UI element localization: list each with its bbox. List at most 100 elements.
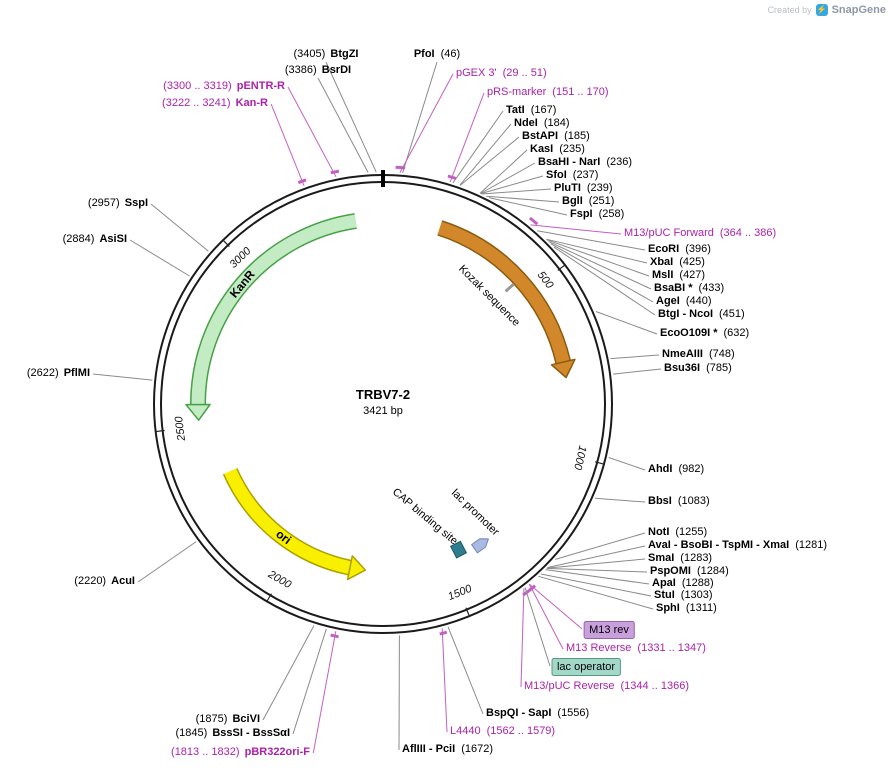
pgex-3-primer-site[interactable] [395, 165, 406, 170]
lac-operator-badge-label[interactable]: lac operator [557, 661, 615, 673]
bspqi-sapi-label[interactable]: BspQI - SapI (1556) [486, 707, 589, 719]
xbai-name: XbaI [650, 256, 673, 268]
btgzi-label[interactable]: (3405) BtgZI [294, 48, 359, 60]
lac-promoter-label[interactable]: lac promoter [449, 487, 502, 538]
ori-arrow-body[interactable] [224, 468, 352, 575]
nmeaiii-label[interactable]: NmeAIII (748) [662, 348, 735, 360]
m13-reverse-label[interactable]: M13 Reverse (1331 .. 1347) [566, 642, 706, 654]
bgli-label[interactable]: BglI (251) [562, 195, 614, 207]
tati-label[interactable]: TatI (167) [506, 104, 556, 116]
kanr-arrow-body[interactable] [191, 214, 357, 405]
msli-label[interactable]: MslI (427) [652, 269, 705, 281]
avai-bsobi-tspmi-xmai-label[interactable]: AvaI - BsoBI - TspMI - XmaI (1281) [648, 539, 827, 551]
bcivi-position: (1875) [196, 713, 231, 725]
kanr-arrowhead[interactable] [185, 403, 211, 421]
bsahi-nari-label[interactable]: BsaHI - NarI (236) [538, 156, 632, 168]
kozak-sequence-glyph[interactable] [504, 282, 515, 293]
trbv7-2-insert-arrow-outline [437, 220, 571, 364]
apai-label[interactable]: ApaI (1288) [652, 577, 714, 589]
pgex-3-label[interactable]: pGEX 3' (29 .. 51) [456, 67, 547, 79]
labels-layer: (3405) BtgZI (3386) BsrDI PfoI (46) pGEX 3' (… [27, 48, 827, 758]
lac-promoter-glyph[interactable] [471, 538, 489, 554]
kasi-position: (235) [559, 143, 585, 155]
pluti-label[interactable]: PluTI (239) [554, 182, 613, 194]
pspomi-name: PspOMI [650, 565, 691, 577]
tick-mark-1000 [595, 461, 606, 466]
ecoo109i-position: (632) [723, 327, 749, 339]
watermark-brand: SnapGene [831, 4, 886, 16]
pspomi-label[interactable]: PspOMI (1284) [650, 565, 729, 577]
sphi-label[interactable]: SphI (1311) [656, 602, 717, 614]
l4440-primer-site[interactable] [439, 630, 448, 636]
afliii-pcii-label[interactable]: AflIII - PciI (1672) [402, 743, 493, 755]
kan-r-label[interactable]: (3222 .. 3241) Kan-R [162, 97, 268, 109]
ndei-label[interactable]: NdeI (184) [514, 117, 570, 129]
m13-rev-badge-label[interactable]: M13 rev [589, 624, 629, 636]
afliii-pcii-position: (1672) [461, 743, 493, 755]
ahdi-leader-line [608, 457, 646, 471]
fspi-label[interactable]: FspI (258) [570, 208, 624, 220]
bspqi-sapi-name: BspQI - SapI [486, 707, 551, 719]
bsabi-label[interactable]: BsaBI * (433) [654, 282, 724, 294]
leader-lines-layer [92, 61, 662, 754]
l4440-name: L4440 [450, 725, 481, 737]
asisi-label[interactable]: (2884) AsiSI [63, 233, 127, 245]
xbai-label[interactable]: XbaI (425) [650, 256, 705, 268]
pentr-r-primer-site[interactable] [330, 169, 340, 175]
bstapi-name: BstAPI [522, 130, 558, 142]
pentr-r-label[interactable]: (3300 .. 3319) pENTR-R [163, 80, 285, 92]
fspi-name: FspI [570, 208, 593, 220]
ahdi-label[interactable]: AhdI (982) [648, 463, 704, 475]
msli-position: (427) [679, 269, 705, 281]
trbv7-2-insert-arrow-body[interactable] [437, 221, 570, 364]
ecori-name: EcoRI [648, 243, 679, 255]
btgi-ncoi-label[interactable]: BtgI - NcoI (451) [658, 308, 745, 320]
plasmid-name: TRBV7-2 [356, 387, 410, 402]
cap-binding-site-glyph[interactable] [449, 540, 468, 559]
bgli-position: (251) [589, 195, 615, 207]
agei-label[interactable]: AgeI (440) [656, 295, 712, 307]
prs-marker-label[interactable]: pRS-marker (151 .. 170) [487, 86, 609, 98]
bsu36i-label[interactable]: Bsu36I (785) [664, 362, 732, 374]
fspi-position: (258) [599, 208, 625, 220]
bsahi-nari-position: (236) [606, 156, 632, 168]
agei-position: (440) [686, 295, 712, 307]
btgzi-position: (3405) [294, 48, 329, 60]
m13-rev-badge[interactable] [583, 621, 635, 639]
trbv7-2-insert-arrowhead[interactable] [550, 358, 576, 379]
sspi-label[interactable]: (2957) SspI [88, 197, 148, 209]
lac-operator-badge[interactable] [551, 658, 621, 676]
stui-label[interactable]: StuI (1303) [654, 589, 713, 601]
prs-marker-leader-line [449, 92, 485, 183]
bbsi-name: BbsI [648, 495, 672, 507]
m13-reverse-name: M13 Reverse [566, 642, 631, 654]
btgzi-leader-line [325, 61, 377, 173]
pbr322ori-f-label[interactable]: (1813 .. 1832) pBR322ori-F [171, 746, 310, 758]
ori-arrowhead[interactable] [346, 555, 367, 581]
acui-label[interactable]: (2220) AcuI [74, 575, 135, 587]
msli-name: MslI [652, 269, 673, 281]
sfoi-label[interactable]: SfoI (237) [546, 169, 598, 181]
pfoi-label[interactable]: PfoI (46) [414, 48, 460, 60]
pfoi-position: (46) [441, 48, 461, 60]
backbone-outer-circle [153, 174, 613, 634]
noti-label[interactable]: NotI (1255) [648, 526, 707, 538]
m13-puc-reverse-label[interactable]: M13/pUC Reverse (1344 .. 1366) [524, 680, 689, 692]
pflmi-label[interactable]: (2622) PflMI [27, 367, 90, 379]
smai-name: SmaI [648, 552, 674, 564]
m13-puc-forward-primer-site[interactable] [528, 216, 539, 226]
smai-label[interactable]: SmaI (1283) [648, 552, 712, 564]
bbsi-leader-line [594, 497, 646, 503]
ecoo109i-label[interactable]: EcoO109I * (632) [660, 327, 749, 339]
m13-puc-forward-label[interactable]: M13/pUC Forward (364 .. 386) [624, 227, 776, 239]
bcivi-label[interactable]: (1875) BciVI [196, 713, 260, 725]
bbsi-label[interactable]: BbsI (1083) [648, 495, 710, 507]
bstapi-label[interactable]: BstAPI (185) [522, 130, 590, 142]
bsssi-label[interactable]: (1845) BssSI - BssSαI [175, 727, 290, 739]
l4440-label[interactable]: L4440 (1562 .. 1579) [450, 725, 555, 737]
ecori-label[interactable]: EcoRI (396) [648, 243, 711, 255]
pgex-3-position: (29 .. 51) [503, 67, 547, 79]
bsrdi-label[interactable]: (3386) BsrDI [285, 64, 351, 76]
kasi-label[interactable]: KasI (235) [530, 143, 585, 155]
bgli-name: BglI [562, 195, 583, 207]
